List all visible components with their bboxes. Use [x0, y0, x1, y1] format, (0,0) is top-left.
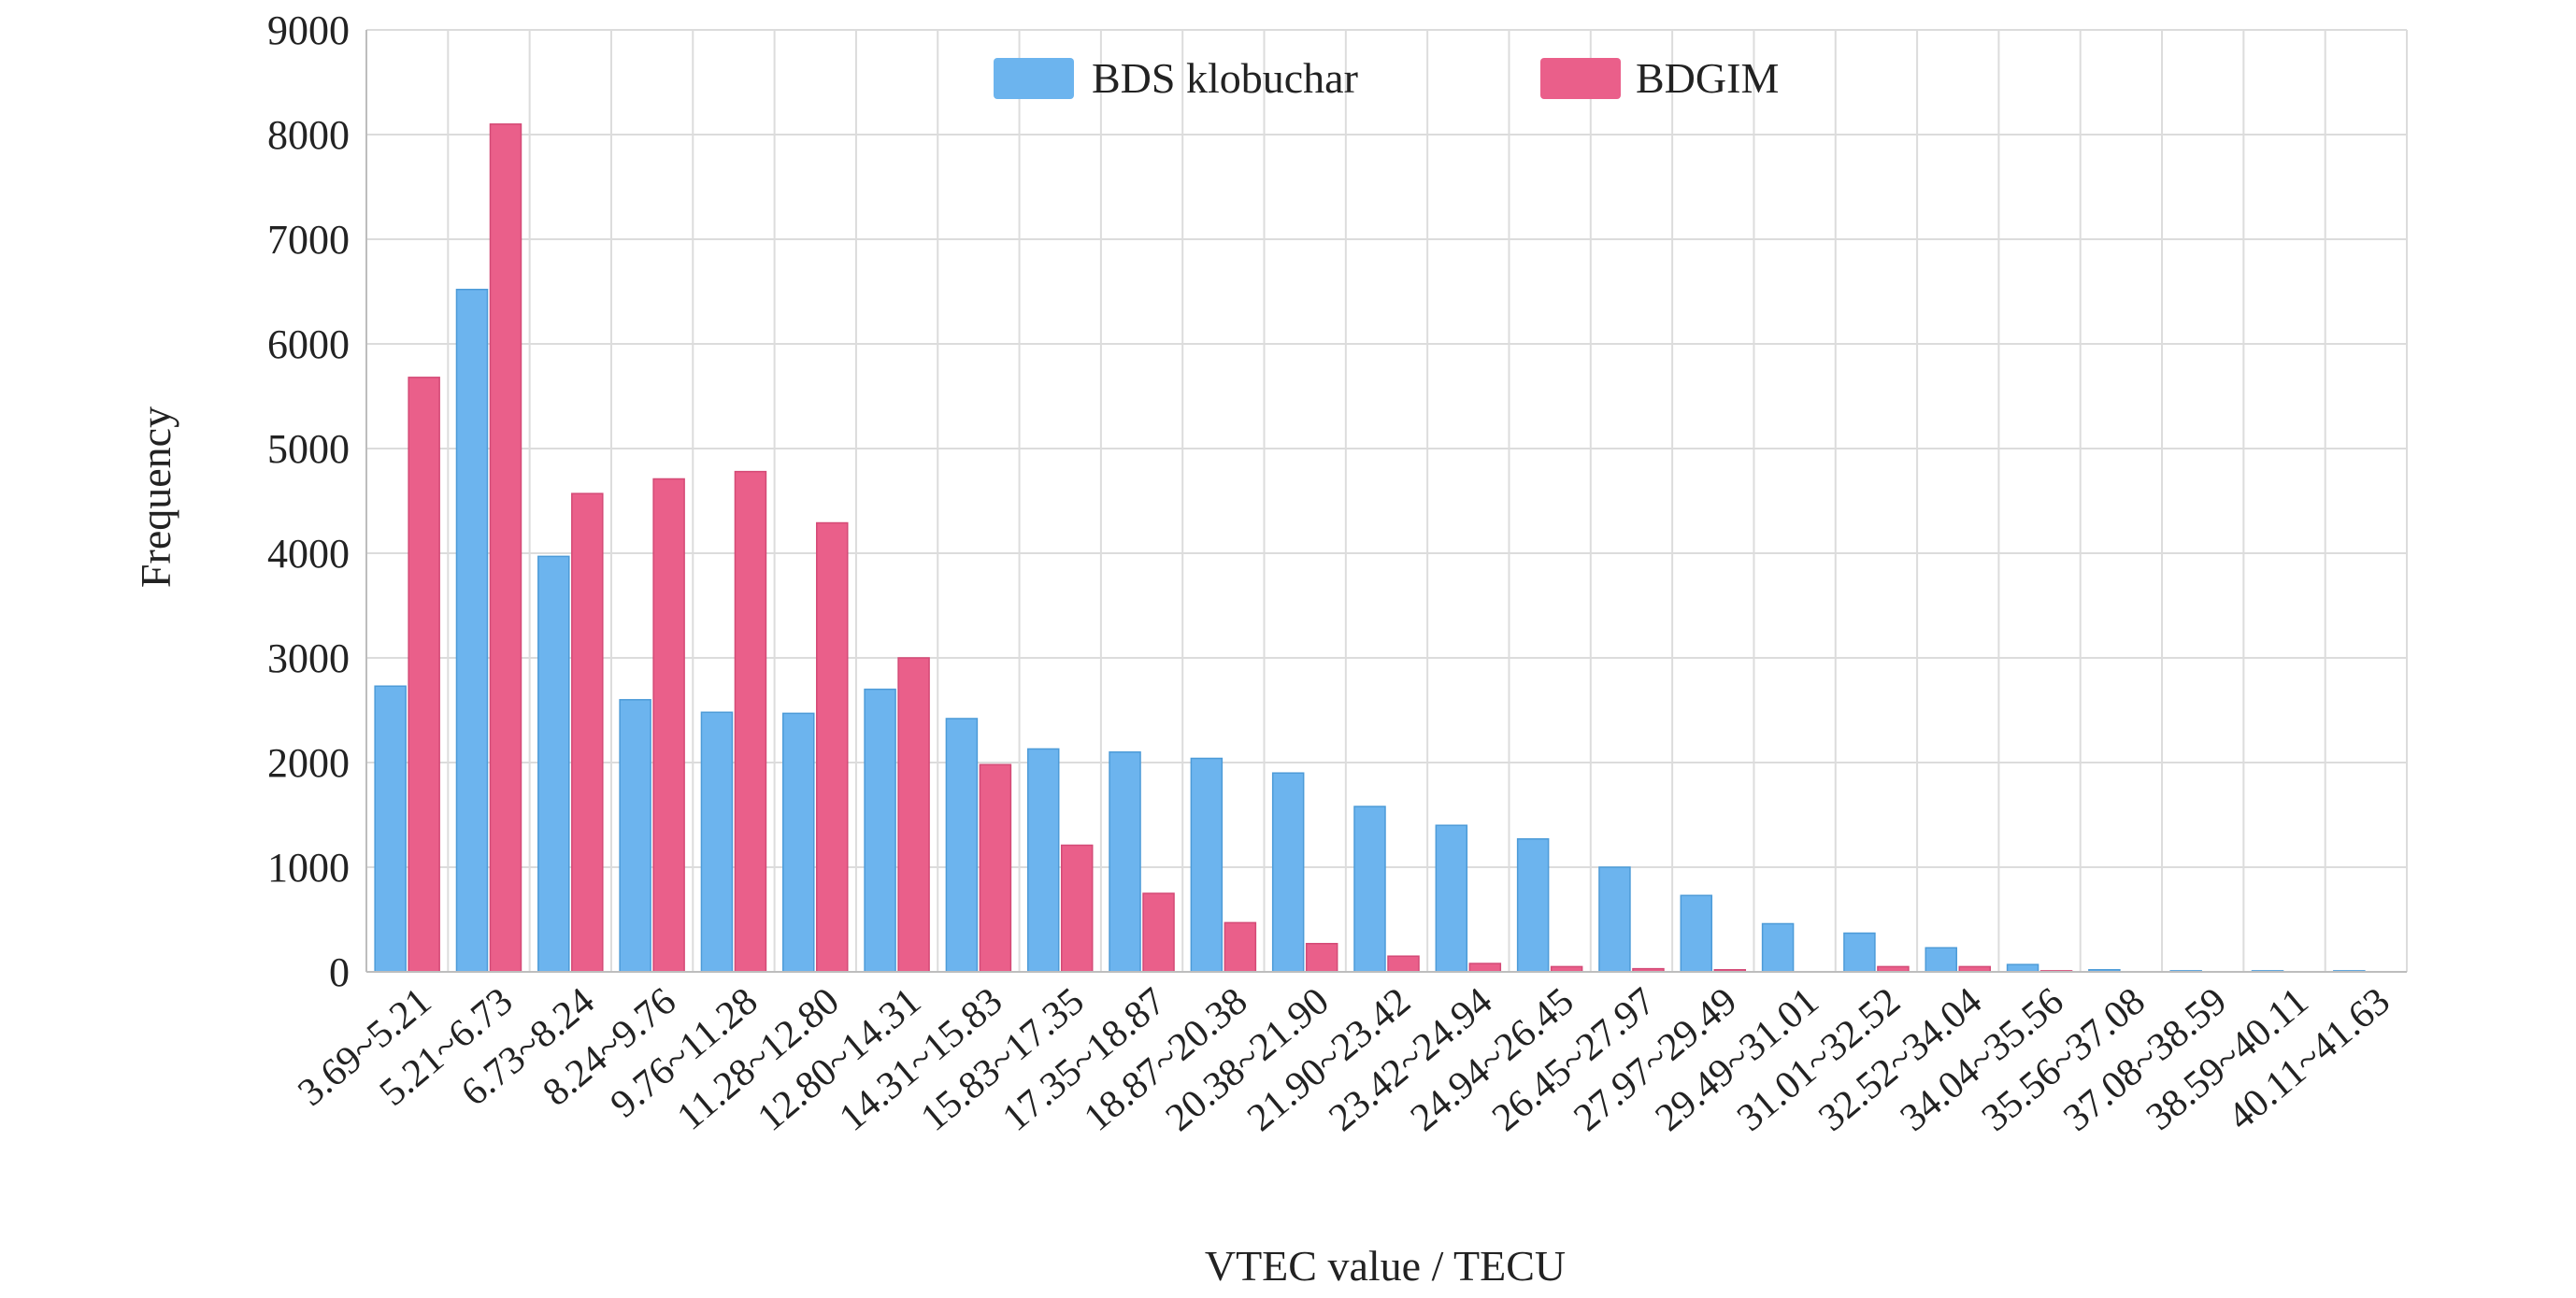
bar-bdgim — [1387, 955, 1420, 973]
y-tick-label: 6000 — [267, 321, 350, 367]
bar-bds-klobuchar — [700, 711, 734, 973]
bar-bdgim — [1224, 921, 1257, 973]
bar-bds-klobuchar — [619, 699, 651, 973]
x-axis-title: VTEC value / TECU — [1205, 1242, 1566, 1290]
bar-bdgim — [734, 470, 767, 973]
y-tick-label: 0 — [329, 949, 350, 995]
y-tick-label: 8000 — [267, 112, 350, 158]
bar-bdgim — [408, 377, 440, 973]
y-tick-label: 3000 — [267, 635, 350, 681]
y-tick-label: 1000 — [267, 845, 350, 891]
bar-bds-klobuchar — [1598, 866, 1631, 973]
bar-bds-klobuchar — [864, 688, 896, 973]
legend-label-bds-klobuchar: BDS klobuchar — [1092, 54, 1358, 102]
bar-bdgim — [979, 763, 1012, 973]
bar-bds-klobuchar — [945, 718, 979, 973]
y-tick-label: 5000 — [267, 426, 350, 472]
bar-bds-klobuchar — [455, 289, 489, 973]
bar-bdgim — [652, 478, 685, 973]
legend-label-bdgim: BDGIM — [1636, 54, 1779, 102]
bar-bdgim — [1468, 963, 1502, 973]
bar-bds-klobuchar — [1761, 922, 1795, 973]
bar-bds-klobuchar — [1109, 751, 1141, 973]
y-tick-label: 4000 — [267, 531, 350, 577]
bar-bds-klobuchar — [2006, 963, 2039, 973]
legend-swatch-bds-klobuchar — [994, 58, 1074, 99]
bar-bdgim — [1060, 844, 1094, 973]
bar-bds-klobuchar — [1026, 748, 1060, 973]
legend-swatch-bdgim — [1540, 58, 1621, 99]
bar-bds-klobuchar — [1925, 947, 1957, 973]
bar-bdgim — [489, 123, 522, 973]
bar-bds-klobuchar — [1271, 772, 1305, 973]
bar-bds-klobuchar — [374, 685, 407, 973]
bar-bdgim — [571, 492, 604, 973]
bar-bds-klobuchar — [1353, 806, 1386, 973]
bars-layer — [374, 123, 2366, 973]
bar-bds-klobuchar — [1680, 894, 1713, 973]
y-axis-title: Frequency — [132, 407, 179, 588]
bar-bds-klobuchar — [782, 712, 815, 973]
bar-bdgim — [897, 657, 930, 973]
legend: BDS klobuchar BDGIM — [994, 54, 1779, 102]
bar-bds-klobuchar — [1435, 824, 1468, 973]
y-tick-label: 7000 — [267, 217, 350, 263]
bar-bdgim — [1305, 943, 1338, 973]
bar-bds-klobuchar — [1843, 932, 1876, 973]
y-tick-label: 9000 — [267, 7, 350, 53]
grid-layer — [365, 29, 2408, 973]
bar-bds-klobuchar — [537, 555, 570, 973]
y-tick-label: 2000 — [267, 740, 350, 786]
bar-bdgim — [816, 521, 849, 973]
bar-bdgim — [1142, 892, 1175, 973]
bar-bds-klobuchar — [1190, 757, 1224, 973]
bar-bds-klobuchar — [1516, 838, 1550, 973]
